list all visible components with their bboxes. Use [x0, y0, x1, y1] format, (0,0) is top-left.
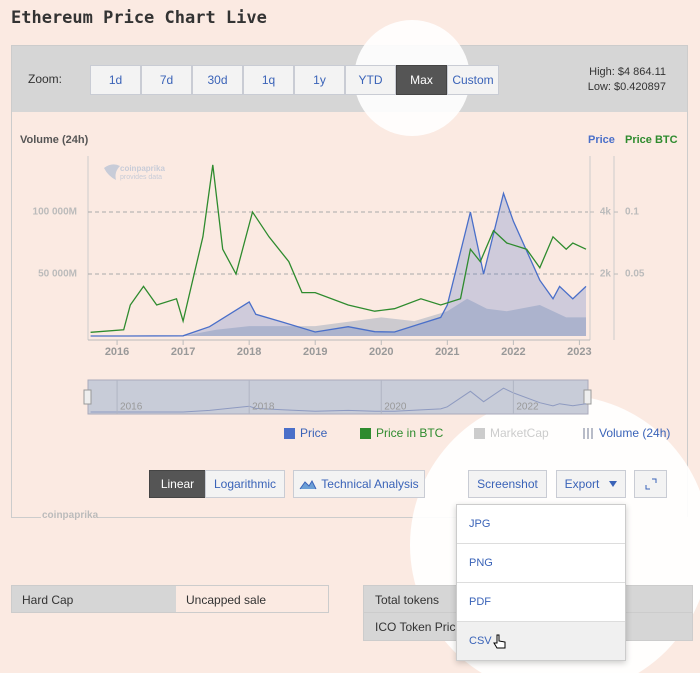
y3-tick-label: 0.1 — [625, 207, 639, 218]
legend-label[interactable]: Price — [300, 426, 328, 440]
y-tick-label: 100 000M — [33, 207, 77, 218]
series-area — [90, 193, 587, 336]
page-title: Ethereum Price Chart Live — [11, 8, 267, 28]
navigator — [87, 379, 589, 415]
navigator-line — [90, 387, 587, 413]
menu-item[interactable]: PNG — [457, 543, 625, 582]
legend-label[interactable]: MarketCap — [490, 426, 549, 440]
zoom-button[interactable]: 1y — [294, 65, 345, 95]
technical-button[interactable]: Technical Analysis — [293, 470, 425, 498]
menu-item[interactable]: PDF — [457, 582, 625, 621]
legend: Price Price in BTC MarketCap Volume (24h) — [0, 426, 700, 442]
cell-label: Hard Cap — [12, 586, 176, 612]
zoom-button[interactable]: Max — [396, 65, 447, 95]
menu-item[interactable]: JPG — [469, 518, 491, 530]
export-menu: JPG PNG PDF CSV — [456, 504, 626, 661]
legend-label[interactable]: Price in BTC — [376, 426, 444, 440]
expand-icon — [645, 478, 656, 490]
low: Low: $0.420897 — [587, 81, 666, 93]
y-tick-label: 50 000M — [38, 269, 77, 280]
watermark: provides data — [120, 174, 162, 181]
y2-tick-label: 2k — [600, 269, 612, 280]
y2-tick-label: 4k — [600, 207, 612, 218]
zoom-button[interactable]: 7d — [141, 65, 192, 95]
navigator-label: 2020 — [384, 402, 407, 413]
navigator-label: 2018 — [252, 402, 275, 413]
screenshot-button[interactable]: Screenshot — [468, 470, 547, 498]
ta-icon — [299, 479, 317, 490]
x-tick-label: 2022 — [501, 346, 525, 358]
legend-swatch — [474, 428, 485, 439]
navigator-label: 2022 — [516, 402, 539, 413]
watermark: coinpaprika — [120, 164, 165, 173]
log-button[interactable]: Logarithmic — [205, 470, 285, 498]
zoom-button[interactable]: YTD — [345, 65, 396, 95]
x-tick-label: 2021 — [435, 346, 459, 358]
x-tick-label: 2023 — [567, 346, 591, 358]
series-line — [90, 164, 587, 333]
series-area — [90, 298, 587, 336]
legend-label[interactable]: Volume (24h) — [599, 426, 671, 440]
zoom-label: Zoom: — [28, 72, 63, 86]
right-axis-title: Price BTC — [625, 134, 678, 146]
cell-label: ICO Token Price — [375, 620, 463, 634]
table-left: Hard Cap Uncapped sale — [11, 585, 329, 613]
export-button[interactable]: Export — [556, 470, 626, 498]
navigator-label: 2016 — [120, 402, 143, 413]
legend-swatch — [284, 428, 295, 439]
watermark-icon — [104, 164, 120, 180]
x-tick-label: 2019 — [303, 346, 327, 358]
chart-box — [11, 45, 688, 517]
x-tick-label: 2020 — [369, 346, 393, 358]
legend-swatch — [583, 428, 594, 439]
legend-swatch — [360, 428, 371, 439]
high: High: $4 864.11 — [589, 66, 666, 78]
technical-label: Technical Analysis — [321, 477, 419, 491]
x-tick-label: 2018 — [237, 346, 261, 358]
y3-tick-label: 0.05 — [625, 269, 645, 280]
x-tick-label: 2017 — [171, 346, 195, 358]
fullscreen-button[interactable] — [634, 470, 667, 498]
navigator-handle[interactable] — [583, 389, 592, 405]
linear-button[interactable]: Linear — [149, 470, 206, 498]
series-line — [90, 191, 587, 337]
zoom-button[interactable]: 30d — [192, 65, 243, 95]
zoom-buttons: 1d 7d 30d 1q 1y YTD Max Custom — [90, 65, 499, 95]
menu-item[interactable]: CSV — [457, 621, 625, 660]
navigator-handle[interactable] — [83, 389, 92, 405]
x-tick-label: 2016 — [105, 346, 129, 358]
cursor — [493, 634, 506, 649]
range-info: High: $4 864.11 Low: $0.420897 — [588, 65, 666, 95]
zoom-button[interactable]: 1d — [90, 65, 141, 95]
right-axis-title: Price — [588, 134, 615, 146]
left-axis-title: Volume (24h) — [20, 134, 89, 146]
footer-rule — [98, 517, 458, 518]
zoom-button[interactable]: Custom — [447, 65, 499, 95]
cell-value: Uncapped sale — [186, 593, 267, 607]
zoom-button[interactable]: 1q — [243, 65, 294, 95]
footer-rule — [11, 517, 41, 518]
caret — [609, 481, 618, 487]
footer-brand: coinpaprika — [42, 510, 99, 521]
export-label: Export — [564, 477, 600, 491]
